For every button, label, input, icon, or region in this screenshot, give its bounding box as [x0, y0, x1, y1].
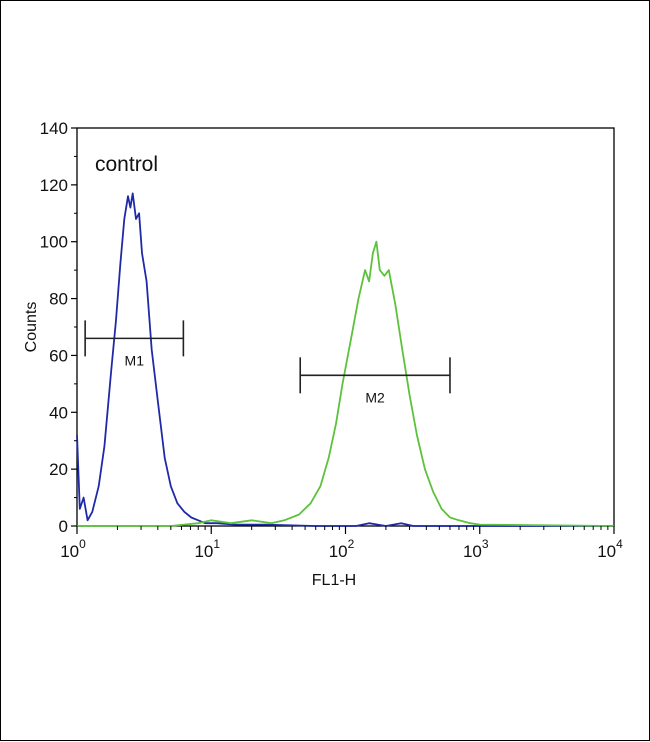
- y-tick-label-40: 40: [49, 403, 68, 422]
- x-tick-label-0: 100: [60, 537, 86, 561]
- y-tick-label-80: 80: [49, 290, 68, 309]
- x-axis: 100 101 102 103 104: [60, 526, 623, 561]
- y-tick-label-0: 0: [59, 517, 68, 536]
- histogram-series-1: [76, 192, 614, 527]
- histogram-series-2: [77, 240, 615, 527]
- gate-m2-label: M2: [365, 389, 385, 405]
- y-tick-label-140: 140: [40, 119, 68, 138]
- y-tick-label-100: 100: [40, 233, 68, 252]
- control-annotation: control: [95, 153, 158, 176]
- y-axis: 0 20 40 60 80 100 120 140: [40, 119, 77, 536]
- y-tick-label-120: 120: [40, 176, 68, 195]
- gate-layer: M1 M2: [84, 320, 451, 405]
- x-tick-label-1: 101: [194, 537, 220, 561]
- x-tick-label-4: 104: [597, 537, 623, 561]
- x-tick-label-3: 103: [463, 537, 489, 561]
- y-tick-label-20: 20: [49, 460, 68, 479]
- y-axis-title: Counts: [23, 302, 40, 353]
- x-tick-label-2: 102: [329, 537, 355, 561]
- x-axis-title: FL1-H: [312, 572, 356, 589]
- series-layer: [76, 192, 615, 527]
- gate-m1-label: M1: [125, 352, 145, 368]
- plot-area: [76, 127, 615, 527]
- y-tick-label-60: 60: [49, 346, 68, 365]
